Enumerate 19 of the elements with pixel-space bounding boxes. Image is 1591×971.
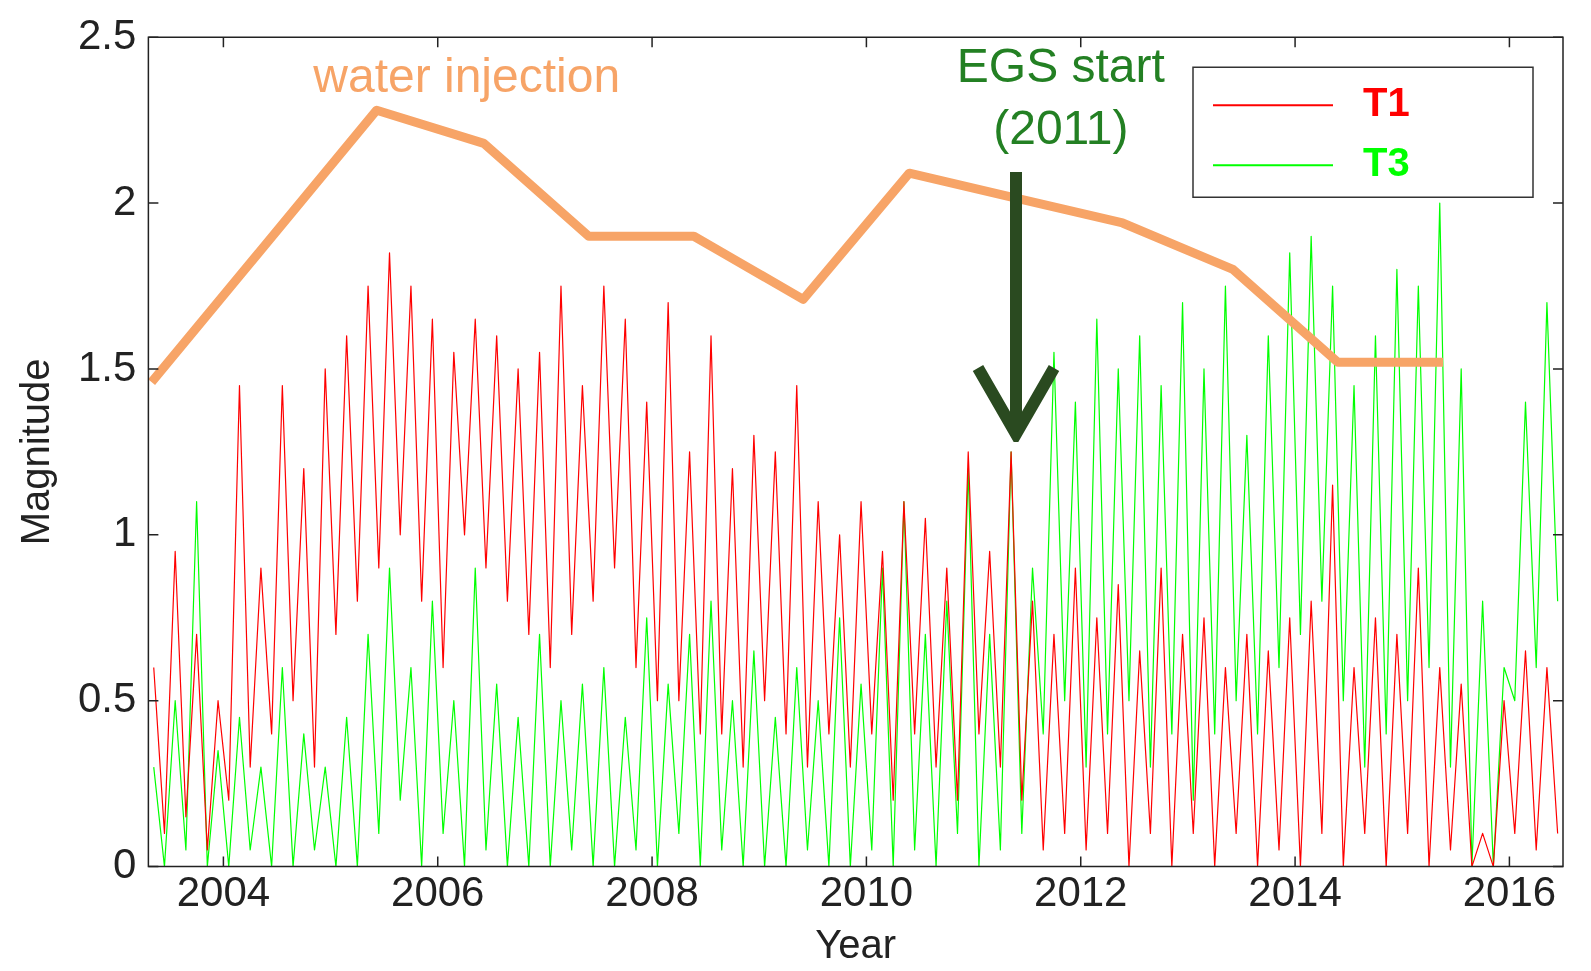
x-axis-title: Year [815, 922, 897, 967]
y-tick-label: 1 [113, 508, 137, 556]
x-tick-label: 2016 [1462, 868, 1557, 916]
y-tick-label: 0.5 [78, 674, 137, 722]
y-tick-label: 0 [113, 840, 137, 888]
x-tick-label: 2008 [605, 868, 699, 916]
x-tick-label: 2004 [176, 868, 271, 916]
y-tick-label: 2 [113, 176, 137, 224]
legend-label: T3 [1363, 140, 1410, 185]
x-tick-label: 2006 [391, 868, 485, 916]
y-tick-label: 2.5 [78, 10, 137, 58]
x-tick-label: 2010 [819, 868, 914, 916]
x-tick-label: 2012 [1034, 868, 1128, 916]
y-tick-label: 1.5 [78, 342, 137, 390]
x-tick-label: 2014 [1248, 868, 1342, 916]
y-axis-title: Magnitude [13, 358, 58, 546]
annotation: water injection [312, 49, 621, 103]
annotation: EGS start (2011) [956, 39, 1165, 155]
legend-label: T1 [1363, 80, 1410, 125]
